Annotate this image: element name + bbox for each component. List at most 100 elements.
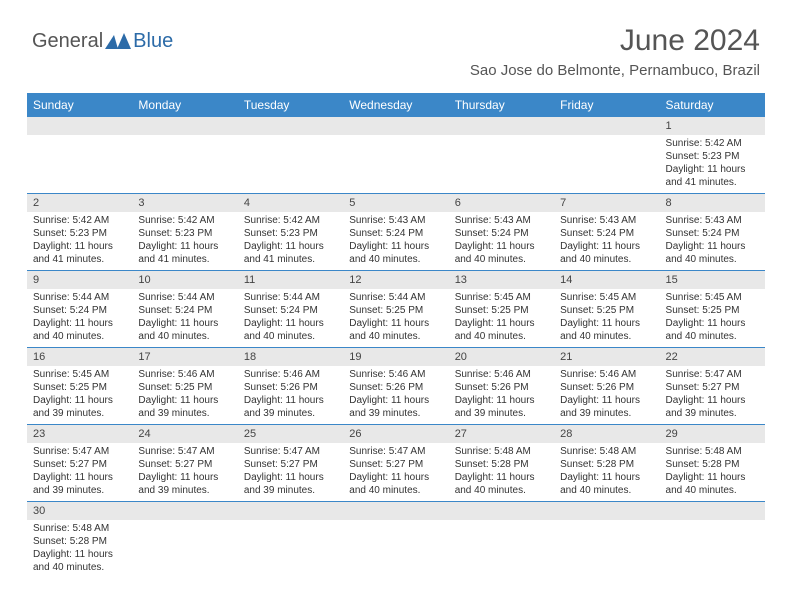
calendar-week-row: 30Sunrise: 5:48 AMSunset: 5:28 PMDayligh… [27, 502, 765, 579]
day-number: 9 [27, 271, 132, 289]
day-number: 6 [449, 194, 554, 212]
daylight-text: Daylight: 11 hours and 40 minutes. [666, 317, 759, 343]
sunrise-text: Sunrise: 5:48 AM [666, 445, 759, 458]
sunset-text: Sunset: 5:28 PM [666, 458, 759, 471]
calendar-cell: 3Sunrise: 5:42 AMSunset: 5:23 PMDaylight… [132, 194, 237, 271]
sunset-text: Sunset: 5:26 PM [560, 381, 653, 394]
weekday-header-row: SundayMondayTuesdayWednesdayThursdayFrid… [27, 93, 765, 117]
daylight-text: Daylight: 11 hours and 39 minutes. [244, 471, 337, 497]
sunset-text: Sunset: 5:27 PM [244, 458, 337, 471]
weekday-header: Friday [554, 93, 659, 117]
daylight-text: Daylight: 11 hours and 40 minutes. [455, 317, 548, 343]
day-number [238, 117, 343, 135]
day-details: Sunrise: 5:46 AMSunset: 5:26 PMDaylight:… [449, 366, 554, 424]
calendar-cell: 22Sunrise: 5:47 AMSunset: 5:27 PMDayligh… [660, 348, 765, 425]
sunrise-text: Sunrise: 5:48 AM [455, 445, 548, 458]
calendar-cell: 8Sunrise: 5:43 AMSunset: 5:24 PMDaylight… [660, 194, 765, 271]
day-details: Sunrise: 5:43 AMSunset: 5:24 PMDaylight:… [554, 212, 659, 270]
sunset-text: Sunset: 5:25 PM [138, 381, 231, 394]
sunset-text: Sunset: 5:26 PM [244, 381, 337, 394]
day-details: Sunrise: 5:48 AMSunset: 5:28 PMDaylight:… [449, 443, 554, 501]
month-title: June 2024 [470, 24, 760, 58]
sunset-text: Sunset: 5:23 PM [138, 227, 231, 240]
day-number [132, 117, 237, 135]
sunrise-text: Sunrise: 5:46 AM [138, 368, 231, 381]
calendar-week-row: 2Sunrise: 5:42 AMSunset: 5:23 PMDaylight… [27, 194, 765, 271]
day-number: 29 [660, 425, 765, 443]
day-number: 7 [554, 194, 659, 212]
daylight-text: Daylight: 11 hours and 40 minutes. [138, 317, 231, 343]
calendar-cell [343, 117, 448, 194]
sunset-text: Sunset: 5:26 PM [455, 381, 548, 394]
day-details: Sunrise: 5:48 AMSunset: 5:28 PMDaylight:… [660, 443, 765, 501]
sunrise-text: Sunrise: 5:42 AM [138, 214, 231, 227]
weekday-header: Sunday [27, 93, 132, 117]
day-details: Sunrise: 5:43 AMSunset: 5:24 PMDaylight:… [660, 212, 765, 270]
daylight-text: Daylight: 11 hours and 39 minutes. [33, 394, 126, 420]
daylight-text: Daylight: 11 hours and 39 minutes. [33, 471, 126, 497]
day-number [343, 502, 448, 520]
sunset-text: Sunset: 5:27 PM [138, 458, 231, 471]
daylight-text: Daylight: 11 hours and 40 minutes. [666, 240, 759, 266]
sunrise-text: Sunrise: 5:46 AM [349, 368, 442, 381]
daylight-text: Daylight: 11 hours and 41 minutes. [666, 163, 759, 189]
calendar-cell: 23Sunrise: 5:47 AMSunset: 5:27 PMDayligh… [27, 425, 132, 502]
day-number [238, 502, 343, 520]
day-number: 20 [449, 348, 554, 366]
sunrise-text: Sunrise: 5:44 AM [138, 291, 231, 304]
weekday-header: Thursday [449, 93, 554, 117]
sunset-text: Sunset: 5:25 PM [349, 304, 442, 317]
day-number: 12 [343, 271, 448, 289]
calendar-cell: 27Sunrise: 5:48 AMSunset: 5:28 PMDayligh… [449, 425, 554, 502]
sunset-text: Sunset: 5:24 PM [455, 227, 548, 240]
daylight-text: Daylight: 11 hours and 39 minutes. [138, 471, 231, 497]
day-details: Sunrise: 5:44 AMSunset: 5:24 PMDaylight:… [238, 289, 343, 347]
day-details: Sunrise: 5:45 AMSunset: 5:25 PMDaylight:… [660, 289, 765, 347]
daylight-text: Daylight: 11 hours and 40 minutes. [560, 317, 653, 343]
sunrise-text: Sunrise: 5:45 AM [455, 291, 548, 304]
sunset-text: Sunset: 5:26 PM [349, 381, 442, 394]
day-details: Sunrise: 5:48 AMSunset: 5:28 PMDaylight:… [27, 520, 132, 578]
sunset-text: Sunset: 5:24 PM [244, 304, 337, 317]
calendar-table: SundayMondayTuesdayWednesdayThursdayFrid… [27, 93, 765, 578]
weekday-header: Wednesday [343, 93, 448, 117]
calendar-cell: 13Sunrise: 5:45 AMSunset: 5:25 PMDayligh… [449, 271, 554, 348]
logo-mark-icon [105, 33, 131, 51]
calendar-cell: 26Sunrise: 5:47 AMSunset: 5:27 PMDayligh… [343, 425, 448, 502]
daylight-text: Daylight: 11 hours and 40 minutes. [560, 240, 653, 266]
calendar-cell: 9Sunrise: 5:44 AMSunset: 5:24 PMDaylight… [27, 271, 132, 348]
daylight-text: Daylight: 11 hours and 39 minutes. [666, 394, 759, 420]
calendar-cell [132, 117, 237, 194]
sunrise-text: Sunrise: 5:47 AM [349, 445, 442, 458]
sunrise-text: Sunrise: 5:46 AM [455, 368, 548, 381]
day-number: 22 [660, 348, 765, 366]
day-number: 27 [449, 425, 554, 443]
calendar-cell: 16Sunrise: 5:45 AMSunset: 5:25 PMDayligh… [27, 348, 132, 425]
sunrise-text: Sunrise: 5:44 AM [349, 291, 442, 304]
day-details: Sunrise: 5:46 AMSunset: 5:26 PMDaylight:… [554, 366, 659, 424]
day-details: Sunrise: 5:47 AMSunset: 5:27 PMDaylight:… [27, 443, 132, 501]
sunrise-text: Sunrise: 5:44 AM [33, 291, 126, 304]
sunset-text: Sunset: 5:28 PM [455, 458, 548, 471]
day-number: 23 [27, 425, 132, 443]
calendar-cell: 18Sunrise: 5:46 AMSunset: 5:26 PMDayligh… [238, 348, 343, 425]
sunset-text: Sunset: 5:27 PM [33, 458, 126, 471]
day-number: 24 [132, 425, 237, 443]
day-number [554, 502, 659, 520]
sunrise-text: Sunrise: 5:46 AM [560, 368, 653, 381]
sunset-text: Sunset: 5:24 PM [349, 227, 442, 240]
day-number [660, 502, 765, 520]
day-number: 8 [660, 194, 765, 212]
sunrise-text: Sunrise: 5:43 AM [666, 214, 759, 227]
calendar-cell: 11Sunrise: 5:44 AMSunset: 5:24 PMDayligh… [238, 271, 343, 348]
day-details: Sunrise: 5:42 AMSunset: 5:23 PMDaylight:… [238, 212, 343, 270]
day-details: Sunrise: 5:46 AMSunset: 5:25 PMDaylight:… [132, 366, 237, 424]
daylight-text: Daylight: 11 hours and 40 minutes. [33, 548, 126, 574]
day-number: 26 [343, 425, 448, 443]
sunrise-text: Sunrise: 5:47 AM [138, 445, 231, 458]
day-number: 19 [343, 348, 448, 366]
location-text: Sao Jose do Belmonte, Pernambuco, Brazil [470, 62, 760, 79]
weekday-header: Saturday [660, 93, 765, 117]
sunrise-text: Sunrise: 5:43 AM [455, 214, 548, 227]
calendar-cell [554, 502, 659, 579]
